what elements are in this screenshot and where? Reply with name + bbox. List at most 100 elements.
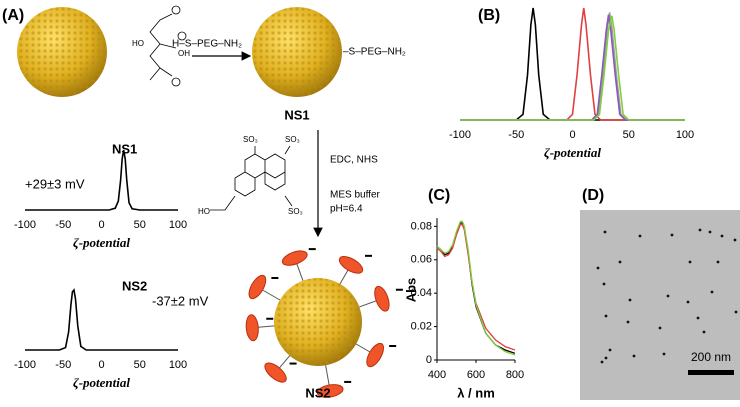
tem-particle (602, 282, 606, 286)
data-line (436, 222, 516, 354)
scale-bar (688, 370, 734, 375)
condition: pH=6.4 (330, 204, 363, 215)
data-line (436, 224, 516, 351)
tem-particle (604, 356, 608, 360)
tem-particle (658, 326, 662, 330)
tem-particle (608, 348, 612, 352)
tem-particle (638, 234, 642, 238)
citrate-structure (149, 5, 187, 87)
chem-label: HO (198, 207, 210, 216)
charge (271, 277, 279, 279)
x-tick-label: 50 (134, 219, 146, 231)
dye (374, 285, 390, 312)
x-tick-label: 0 (569, 129, 575, 141)
tem-particle (666, 294, 670, 298)
scale-bar-label: 200 nm (691, 350, 731, 364)
tem-particle (733, 238, 737, 242)
x-tick-label: 100 (169, 219, 187, 231)
x-axis-label: ζ-potential (544, 145, 601, 160)
x-axis-label: λ / nm (457, 385, 495, 400)
x-tick-label: 600 (467, 369, 485, 381)
x-tick-label: -50 (55, 219, 71, 231)
data-line (460, 7, 685, 121)
tem-particle (710, 290, 714, 294)
chem-label: SO₃ (285, 135, 300, 144)
tem-particle (632, 354, 636, 358)
tem-particle (702, 330, 706, 334)
x-tick-label: 100 (676, 129, 694, 141)
panel-label: (D) (582, 187, 604, 204)
charge (365, 254, 372, 257)
tem-particle (600, 360, 604, 364)
data-line (460, 7, 685, 121)
dye (366, 342, 384, 368)
annotation: +29±3 mV (25, 176, 85, 191)
x-axis-label: ζ-potential (73, 235, 130, 250)
pyrene-structure (210, 145, 293, 211)
tem-particles (596, 228, 738, 364)
data-line (460, 12, 685, 121)
data-line (460, 15, 685, 121)
curve-label: NS1 (112, 141, 137, 156)
tem-particle (708, 230, 712, 234)
chem-label: SO₃ (243, 135, 258, 144)
dye (248, 274, 267, 300)
curve-label: NS2 (122, 278, 147, 293)
dye (245, 314, 259, 342)
tem-particle (670, 233, 674, 237)
charge (266, 317, 274, 320)
x-tick-label: 0 (98, 219, 104, 231)
x-axis-label: ζ-potential (73, 375, 130, 390)
panel-label: (C) (428, 187, 450, 204)
tem-particle (686, 300, 690, 304)
chem-label: SO₃ (288, 207, 303, 216)
gold-nanosphere (252, 7, 342, 97)
x-tick-label: 0 (98, 359, 104, 371)
tem-particle (696, 316, 700, 320)
dye (264, 362, 287, 383)
y-tick-label: 0.02 (411, 320, 432, 332)
annotation: -37±2 mV (152, 293, 209, 308)
dye (316, 384, 344, 398)
tem-particle (662, 352, 666, 356)
ns1-label: NS1 (284, 107, 309, 122)
x-tick-label: 50 (134, 359, 146, 371)
panel-label: (B) (478, 7, 500, 24)
reagent: H–S–PEG–NH₂ (172, 39, 242, 50)
charge (308, 248, 316, 251)
data-line (460, 14, 685, 121)
ns2-label: NS2 (305, 385, 330, 400)
tem-particle (720, 234, 724, 238)
x-tick-label: 400 (428, 369, 446, 381)
tem-image (580, 210, 740, 400)
y-tick-label: 0.06 (411, 254, 432, 266)
tem-particle (716, 260, 720, 264)
x-tick-label: 100 (169, 359, 187, 371)
y-tick-label: 0.04 (411, 287, 432, 299)
tem-particle (698, 228, 702, 232)
tem-particle (596, 266, 600, 270)
dye (338, 256, 364, 274)
y-tick-label: 0.08 (411, 220, 432, 232)
x-tick-label: -100 (14, 359, 36, 371)
tem-particle (618, 260, 622, 264)
charge (389, 345, 397, 347)
chem-label: OH (178, 49, 190, 58)
x-tick-label: -100 (449, 129, 471, 141)
y-tick-label: 0 (426, 354, 432, 366)
charge (344, 380, 352, 383)
condition: MES buffer (330, 190, 381, 201)
x-tick-label: -100 (14, 219, 36, 231)
tem-particle (734, 310, 738, 314)
tem-particle (603, 230, 607, 234)
tem-particle (628, 298, 632, 302)
x-tick-label: -50 (55, 359, 71, 371)
data-line (25, 288, 178, 351)
tem-particle (626, 320, 630, 324)
tem-particle (604, 314, 608, 318)
x-tick-label: 50 (623, 129, 635, 141)
x-tick-label: 800 (506, 369, 524, 381)
ligand: –S–PEG–NH₂ (343, 47, 406, 58)
tem-particle (688, 260, 692, 264)
